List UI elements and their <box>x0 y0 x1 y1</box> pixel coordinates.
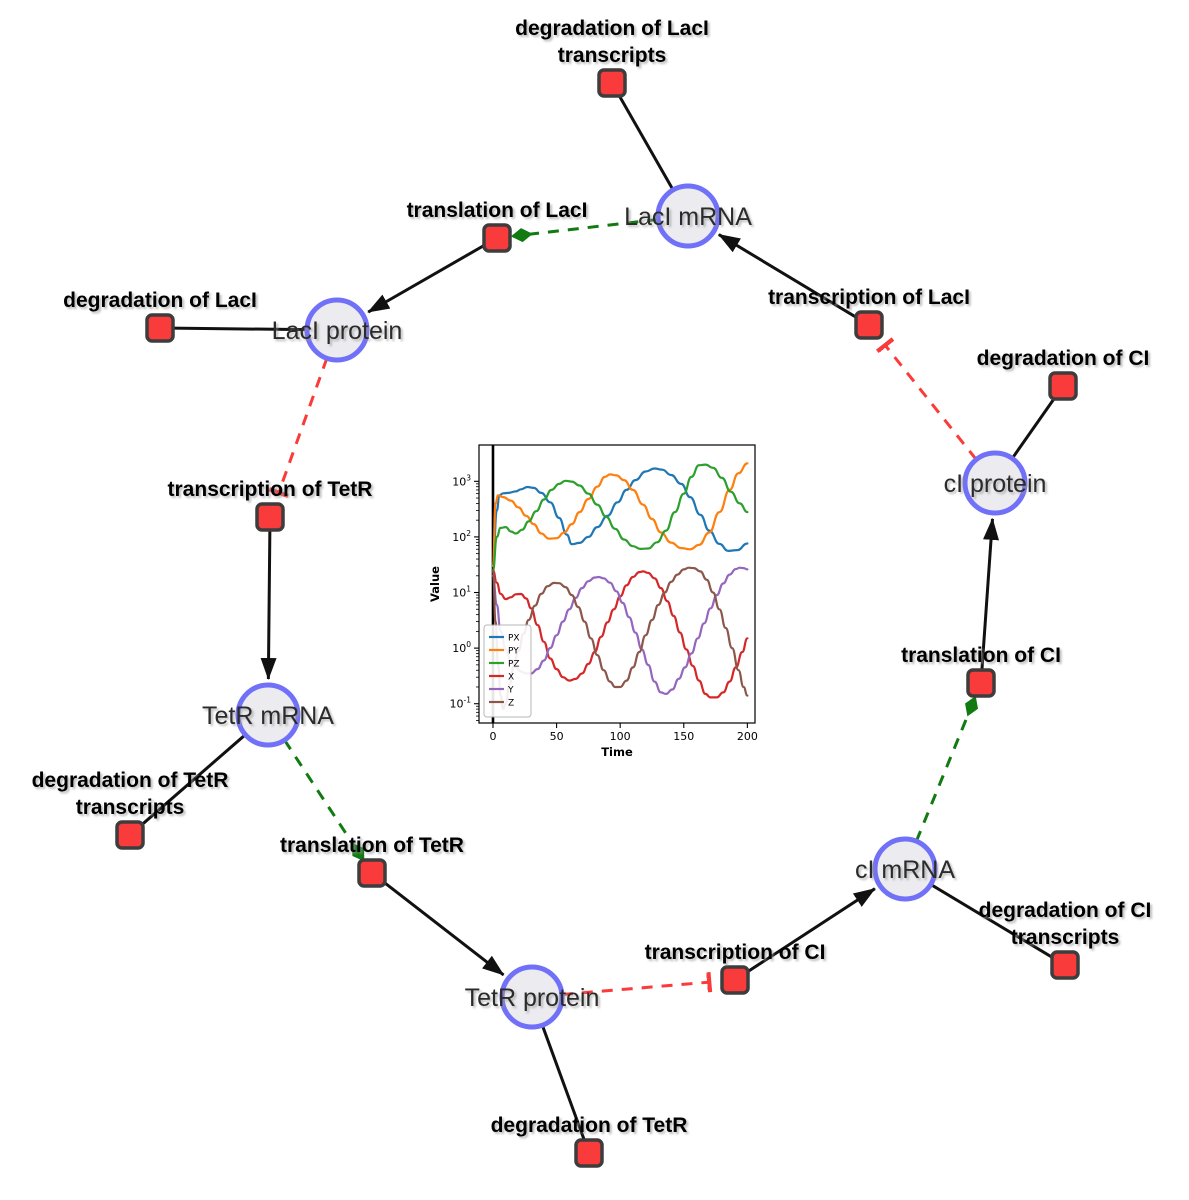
reaction-label-deg_cI-line1: degradation of CI <box>977 347 1150 370</box>
reaction-label-deg_cI_tx-line2: transcripts <box>1011 926 1120 949</box>
edge-plain-tetR_protein-deg_tetR <box>540 1024 590 1152</box>
species-label-lacI_mRNA: LacI mRNA <box>624 203 752 231</box>
edge-plain-tetR_mRNA-deg_tetR_tx <box>130 733 247 835</box>
x-axis-label: Time <box>601 745 633 759</box>
species-node-cI_protein <box>962 450 1028 516</box>
reaction-label-deg_tetR_tx-line2: transcripts <box>76 796 185 819</box>
edge-arrow-transl_lacI-lacI_protein <box>367 237 497 314</box>
species-label-lacI_protein: LacI protein <box>272 317 403 345</box>
reaction-node-transl_cI <box>966 668 996 698</box>
reaction-node-deg_lacI_tx <box>597 68 627 98</box>
x-tick-label: 150 <box>673 730 694 743</box>
reaction-label-transl_lacI-line1: translation of LacI <box>407 199 588 222</box>
species-node-tetR_protein <box>499 964 565 1030</box>
edge-arrow-txn_lacI-lacI_mRNA <box>717 233 869 326</box>
reaction-node-deg_tetR_tx <box>115 820 145 850</box>
series-PZ <box>491 463 749 572</box>
reaction-node-deg_cI <box>1048 371 1078 401</box>
species-node-tetR_mRNA <box>235 682 301 748</box>
species-label-cI_protein: cI protein <box>944 470 1047 498</box>
reaction-label-deg_cI_tx-line1: degradation of CI <box>979 899 1152 922</box>
edge-arrow-transl_tetR-tetR_protein <box>372 873 505 977</box>
reaction-node-transl_tetR <box>357 858 387 888</box>
edge-catalysis-cI_mRNA-transl_cI <box>914 695 979 842</box>
reaction-label-deg_tetR_tx-line1: degradation of TetR <box>32 769 229 792</box>
reaction-label-transl_cI-line1: translation of CI <box>901 644 1061 667</box>
species-node-cI_mRNA <box>872 836 938 902</box>
reaction-label-txn_lacI-line1: transcription of LacI <box>768 286 970 309</box>
reaction-label-deg_lacI_tx-line1: degradation of LacI <box>515 17 709 40</box>
reaction-label-txn_cI-line1: transcription of CI <box>645 941 826 964</box>
edge-plain-cI_mRNA-deg_cI_tx <box>929 883 1065 966</box>
edge-plain-lacI_mRNA-deg_lacI_tx <box>611 83 675 191</box>
legend-label-Z: Z <box>508 699 514 709</box>
y-tick-label: 103 <box>452 473 471 488</box>
series-PX <box>491 467 749 568</box>
reaction-node-txn_cI <box>720 965 750 995</box>
reaction-label-transl_tetR-line1: translation of TetR <box>280 834 464 857</box>
x-tick-label: 100 <box>610 730 631 743</box>
legend-label-PZ: PZ <box>508 660 520 670</box>
reaction-node-txn_lacI <box>854 310 884 340</box>
reaction-node-deg_cI_tx <box>1050 950 1080 980</box>
species-node-lacI_mRNA <box>655 183 721 249</box>
edge-arrow-txn_tetR-tetR_mRNA <box>260 518 277 681</box>
chart-axes-frame <box>478 444 756 724</box>
edge-arrow-transl_cI-cI_protein <box>979 517 1000 682</box>
edge-inhibition-lacI_protein-txn_tetR <box>278 357 329 493</box>
y-tick-label: 10-1 <box>450 696 472 711</box>
species-label-cI_mRNA: cI mRNA <box>855 856 955 884</box>
reaction-label-deg_tetR-line1: degradation of TetR <box>491 1114 688 1137</box>
reaction-node-deg_tetR <box>574 1138 604 1168</box>
reaction-label-txn_tetR-line1: transcription of TetR <box>168 478 373 501</box>
y-tick-label: 102 <box>452 529 471 544</box>
reaction-label-deg_lacI-line1: degradation of LacI <box>63 289 257 312</box>
edge-inhibition-tetR_protein-txn_cI <box>561 982 710 996</box>
legend-label-PX: PX <box>508 634 520 644</box>
edge-inhibition-cI_protein-txn_lacI <box>885 345 978 461</box>
species-label-tetR_mRNA: TetR mRNA <box>202 702 334 730</box>
edge-arrow-txn_cI-cI_mRNA <box>735 887 876 981</box>
legend-label-Y: Y <box>507 686 514 696</box>
legend-label-PY: PY <box>508 647 519 657</box>
edge-catalysis-tetR_mRNA-transl_tetR <box>283 739 365 862</box>
inset-simulation-plot: 0 50 100 150 200 10-1 100 101 102 103 Time Value PX P… <box>420 436 772 766</box>
reaction-node-transl_lacI <box>482 223 512 253</box>
x-tick-label: 0 <box>489 730 496 743</box>
y-tick-label: 100 <box>452 640 471 655</box>
legend-label-X: X <box>508 673 514 683</box>
edge-plain-lacI_protein-deg_lacI <box>161 326 308 332</box>
species-label-tetR_protein: TetR protein <box>465 984 600 1012</box>
reaction-node-deg_lacI <box>145 313 175 343</box>
edge-catalysis-lacI_mRNA-transl_lacI <box>510 217 659 243</box>
legend-box <box>483 624 532 718</box>
species-node-lacI_protein <box>304 297 370 363</box>
y-tick-label: 101 <box>452 585 471 600</box>
reaction-label-deg_lacI_tx-line2: transcripts <box>558 44 667 67</box>
x-tick-label: 200 <box>737 730 758 743</box>
reaction-node-txn_tetR <box>255 502 285 532</box>
series-PY <box>491 462 749 568</box>
series-X <box>491 569 749 699</box>
x-tick-label: 50 <box>550 730 564 743</box>
y-axis-label: Value <box>428 566 442 602</box>
